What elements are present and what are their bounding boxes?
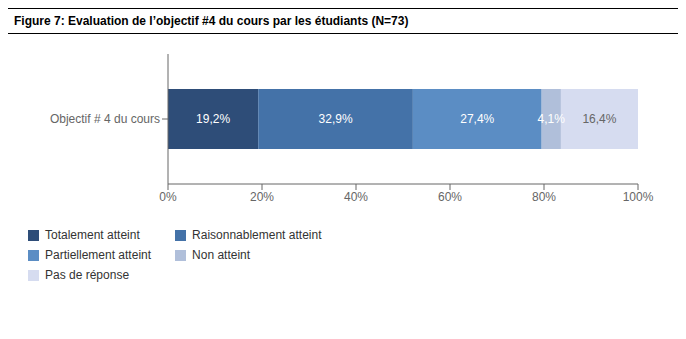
svg-text:80%: 80% — [532, 190, 556, 204]
html-text:Figure 7: Evaluation de l’obje: Figure 7: Evaluation de l’objectif #4 du… — [14, 14, 409, 28]
html-text:Partiellement atteint: Partiellement atteint — [45, 248, 152, 262]
html-text:Non atteint: Non atteint — [192, 248, 251, 262]
svg-text:Objectif # 4 du cours: Objectif # 4 du cours — [50, 112, 160, 126]
html-text:Raisonnablement atteint: Raisonnablement atteint — [192, 228, 322, 242]
svg-text:16,4%: 16,4% — [582, 112, 616, 126]
svg-text:0%: 0% — [159, 190, 177, 204]
svg-text:20%: 20% — [250, 190, 274, 204]
svg-text:27,4%: 27,4% — [460, 112, 494, 126]
svg-text:19,2%: 19,2% — [196, 112, 230, 126]
html-text:Pas de réponse: Pas de réponse — [45, 268, 130, 282]
html-text:Totalement atteint: Totalement atteint — [45, 228, 140, 242]
svg-text:32,9%: 32,9% — [319, 112, 353, 126]
svg-text:100%: 100% — [623, 190, 654, 204]
svg-text:40%: 40% — [344, 190, 368, 204]
svg-text:60%: 60% — [438, 190, 462, 204]
svg-text:4,1%: 4,1% — [538, 112, 566, 126]
